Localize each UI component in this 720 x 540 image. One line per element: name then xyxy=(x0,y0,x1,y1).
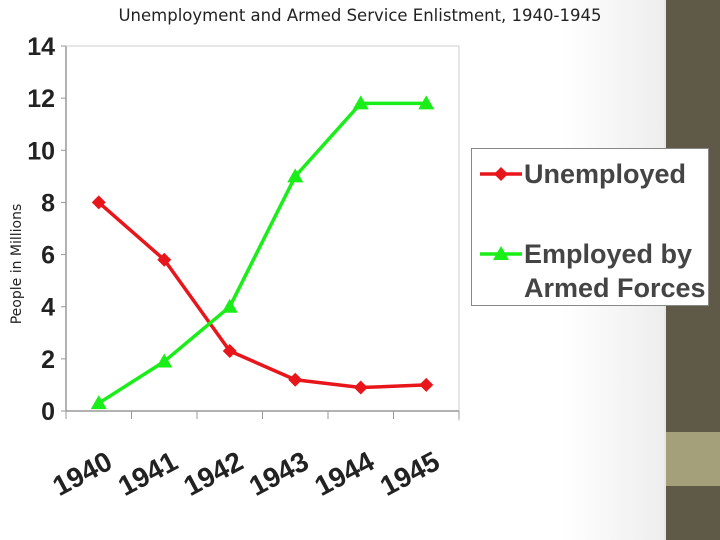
series-line-armed-forces xyxy=(97,101,427,405)
plot-area xyxy=(66,46,459,411)
data-point-armed-forces xyxy=(156,353,173,368)
data-point-unemployed xyxy=(419,377,434,392)
y-tick-label: 0 xyxy=(41,398,55,426)
y-tick-label: 10 xyxy=(27,137,55,165)
data-point-armed-forces xyxy=(352,95,369,110)
legend-diamond-icon xyxy=(480,167,522,181)
x-tick-label: 1943 xyxy=(244,445,314,502)
data-point-unemployed xyxy=(222,344,237,359)
y-tick-label: 6 xyxy=(41,242,55,270)
data-point-armed-forces xyxy=(90,395,107,410)
y-tick-label: 4 xyxy=(41,294,55,322)
data-point-unemployed xyxy=(157,252,172,267)
data-point-armed-forces xyxy=(221,298,238,313)
y-tick-label: 14 xyxy=(27,33,55,61)
data-point-armed-forces xyxy=(287,168,304,183)
data-point-unemployed xyxy=(353,380,368,395)
chart-title: Unemployment and Armed Service Enlistmen… xyxy=(118,6,602,25)
x-tick-label: 1940 xyxy=(48,445,118,502)
x-tick-label: 1941 xyxy=(113,445,183,502)
y-tick-label: 8 xyxy=(41,189,55,217)
legend-label-armed-forces-line1: Employed by xyxy=(524,239,693,269)
y-tick-label: 12 xyxy=(27,85,55,113)
legend-label-unemployed: Unemployed xyxy=(524,159,687,189)
legend-triangle-icon xyxy=(480,246,522,260)
chart-legend: Unemployed Employed by Armed Forces xyxy=(471,148,709,306)
legend-label-armed-forces-line2: Armed Forces xyxy=(524,273,706,303)
x-tick-label: 1944 xyxy=(310,445,380,502)
x-tick-label: 1945 xyxy=(375,445,445,502)
decorative-stripe-light xyxy=(666,432,720,486)
data-point-unemployed xyxy=(288,372,303,387)
data-point-armed-forces xyxy=(418,95,435,110)
y-tick-label: 2 xyxy=(41,346,55,374)
data-point-unemployed xyxy=(91,195,106,210)
x-tick-label: 1942 xyxy=(179,445,249,502)
series-line-unemployed xyxy=(97,201,427,390)
